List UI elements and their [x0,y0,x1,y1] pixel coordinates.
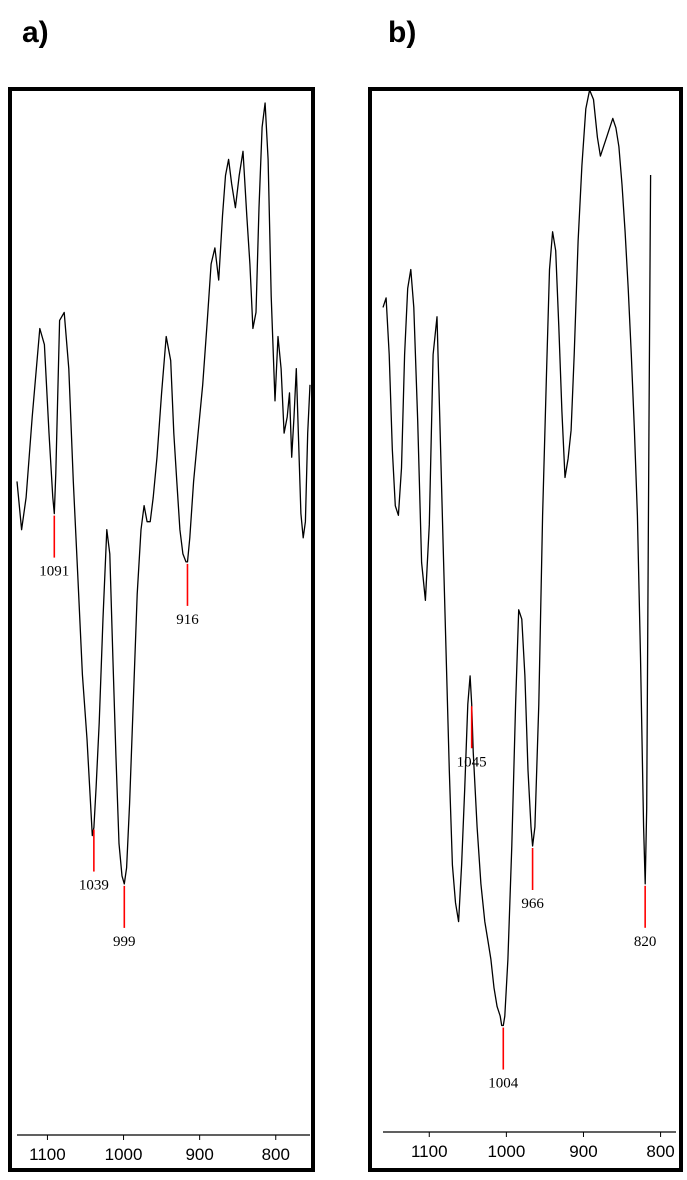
x-tick-label-a-1100: 1100 [29,1145,66,1164]
panel-a-label: a) [22,16,49,49]
peak-label-a-916: 916 [176,612,199,628]
x-tick-label-b-1000: 1000 [487,1142,525,1161]
peak-label-a-1039: 1039 [79,878,109,894]
peak-label-a-999: 999 [113,934,136,950]
panel-a-chart: 1091 1039 999 916 1100 1000 900 800 [16,102,311,1164]
peak-label-a-1091: 1091 [39,564,69,580]
panel-b-label: b) [388,16,416,49]
x-tick-label-b-1100: 1100 [411,1142,448,1161]
x-tick-label-b-800: 800 [646,1142,674,1161]
spectrum-line-a [16,102,311,885]
peak-label-b-1045: 1045 [457,754,487,770]
x-tick-label-a-900: 900 [185,1145,213,1164]
x-tick-label-b-900: 900 [569,1142,597,1161]
panel-a-frame [8,87,315,1172]
peak-label-b-1004: 1004 [488,1076,519,1092]
x-tick-label-a-800: 800 [262,1145,290,1164]
spectrum-line-b [382,89,652,1027]
peak-label-b-966: 966 [521,896,544,912]
panel-b-frame [368,87,683,1172]
panel-b-chart: 1045 1004 966 820 1100 1000 900 800 [382,89,676,1161]
peak-label-b-820: 820 [634,934,657,950]
x-tick-label-a-1000: 1000 [105,1145,143,1164]
